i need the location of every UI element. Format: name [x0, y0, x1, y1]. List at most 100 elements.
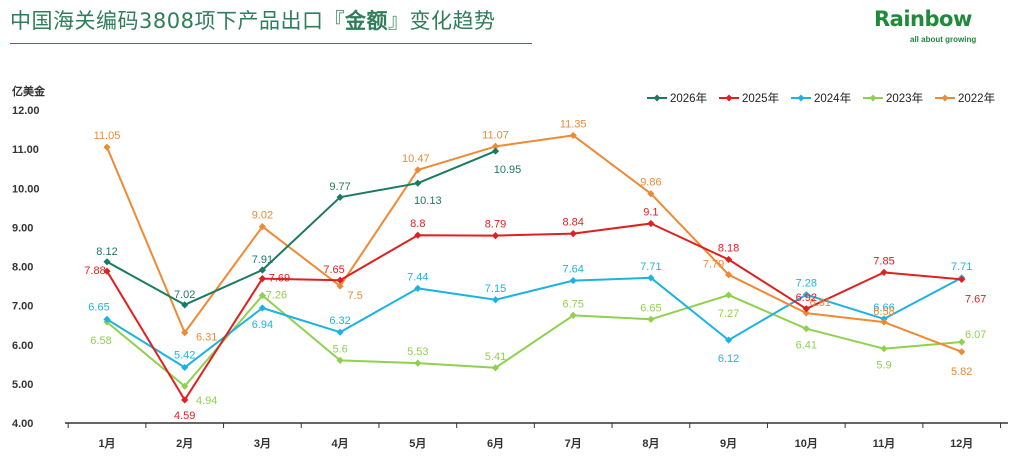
- y-tick-label: 6.00: [12, 340, 33, 352]
- data-point: [258, 266, 266, 274]
- y-tick-label: 4.00: [12, 418, 33, 430]
- data-point: [258, 275, 266, 283]
- data-label: 6.58: [90, 335, 111, 347]
- x-tick-label: 1月: [98, 437, 115, 450]
- data-label: 7.91: [252, 254, 273, 266]
- legend-marker: [941, 94, 949, 102]
- data-point: [802, 325, 810, 333]
- x-tick-label: 11月: [873, 437, 896, 450]
- data-label: 6.41: [796, 340, 817, 352]
- data-label: 8.79: [485, 219, 506, 231]
- y-tick-label: 9.00: [12, 222, 33, 234]
- data-point: [258, 304, 266, 312]
- series-line: [106, 150, 496, 306]
- data-label: 7.71: [640, 261, 661, 273]
- series-lines: [103, 131, 966, 404]
- data-point: [725, 291, 733, 299]
- data-point: [958, 348, 966, 356]
- data-point: [414, 179, 422, 187]
- data-point: [725, 271, 733, 279]
- data-point: [103, 258, 111, 266]
- y-tick-label: 5.00: [12, 379, 33, 391]
- legend: 2026年 2025年 2024年 2023年 2022年: [647, 91, 995, 105]
- data-point: [802, 309, 810, 317]
- data-label: 7.64: [562, 264, 583, 276]
- title-suffix: 』变化趋势: [387, 9, 496, 33]
- data-label: 6.66: [873, 302, 894, 314]
- data-point: [414, 166, 422, 174]
- data-label: 5.82: [951, 366, 972, 378]
- data-point: [647, 315, 655, 323]
- data-point: [880, 345, 888, 353]
- x-tick-label: 7月: [565, 437, 582, 450]
- data-point: [181, 396, 189, 404]
- data-point: [647, 219, 655, 228]
- y-tick-label: 10.00: [12, 183, 40, 195]
- data-point: [181, 382, 189, 390]
- data-point: [103, 143, 111, 151]
- data-point: [181, 301, 189, 309]
- data-label: 6.65: [640, 302, 661, 314]
- data-label: 5.41: [485, 351, 506, 363]
- data-point: [491, 364, 500, 372]
- brand-logo: Rainbow all about growing: [874, 6, 984, 46]
- series-line: [106, 134, 963, 353]
- data-point: [414, 284, 422, 293]
- data-label: 7.65: [323, 264, 344, 276]
- title-prefix: 中国海关编码3808项下产品出口『: [10, 9, 345, 33]
- data-label: 11.05: [94, 130, 121, 142]
- data-point: [880, 318, 888, 326]
- legend-marker: [653, 94, 661, 102]
- data-label: 4.59: [174, 410, 195, 422]
- data-point: [647, 274, 655, 282]
- data-label: 8.8: [410, 218, 425, 230]
- data-point: [491, 231, 500, 240]
- y-tick-label: 7.00: [12, 301, 33, 313]
- data-point: [336, 356, 344, 364]
- data-label: 11.07: [482, 129, 509, 141]
- y-tick-label: 11.00: [12, 144, 39, 156]
- x-tick-label: 5月: [409, 437, 426, 450]
- data-label: 6.75: [562, 298, 583, 310]
- data-point: [491, 296, 500, 304]
- data-label: 9.1: [643, 206, 658, 218]
- data-label: 7.02: [174, 289, 195, 301]
- data-label: 9.86: [640, 177, 661, 189]
- data-label: 6.07: [965, 329, 986, 341]
- data-labels: 6.58 4.94 7.26 5.6 5.53 5.41 6.75 6.65 7.27 6.41 5…: [84, 118, 986, 421]
- logo-wordmark: Rainbow: [874, 7, 972, 31]
- axes: 4.00 5.00 6.00 7.00 8.00 9.00 10.00 11.00 12.00 1…: [12, 105, 1008, 450]
- x-tick-label: 4月: [332, 437, 349, 450]
- data-point: [958, 275, 966, 284]
- y-axis-label: 亿美金: [12, 84, 46, 98]
- title-bold: 金额: [344, 9, 388, 33]
- title-underline: [10, 43, 532, 44]
- data-point: [258, 291, 266, 300]
- data-point: [802, 305, 810, 313]
- data-label: 7.44: [407, 271, 428, 283]
- data-point: [569, 276, 577, 285]
- data-point: [181, 329, 189, 337]
- data-point: [647, 190, 655, 198]
- x-tick-label: 12月: [950, 437, 973, 450]
- data-point: [414, 359, 422, 367]
- data-point: [181, 363, 189, 372]
- data-label: 6.32: [329, 315, 350, 327]
- data-label: 7.69: [269, 273, 290, 285]
- data-point: [958, 338, 966, 346]
- data-point: [569, 230, 577, 238]
- page-title: 中国海关编码3808项下产品出口『金额』变化趋势: [10, 5, 495, 35]
- data-label: 7.88: [84, 265, 105, 277]
- data-point: [414, 231, 422, 239]
- data-label: 7.26: [266, 289, 287, 301]
- series-line: [106, 222, 962, 401]
- data-label: 6.12: [718, 353, 739, 365]
- data-label: 10.13: [414, 195, 442, 207]
- data-point: [569, 131, 577, 140]
- data-label: 4.94: [196, 395, 217, 407]
- data-label: 8.18: [718, 242, 739, 254]
- data-point: [258, 222, 266, 231]
- data-label: 9.77: [329, 181, 350, 193]
- legend-marker: [797, 94, 805, 102]
- data-point: [725, 255, 733, 264]
